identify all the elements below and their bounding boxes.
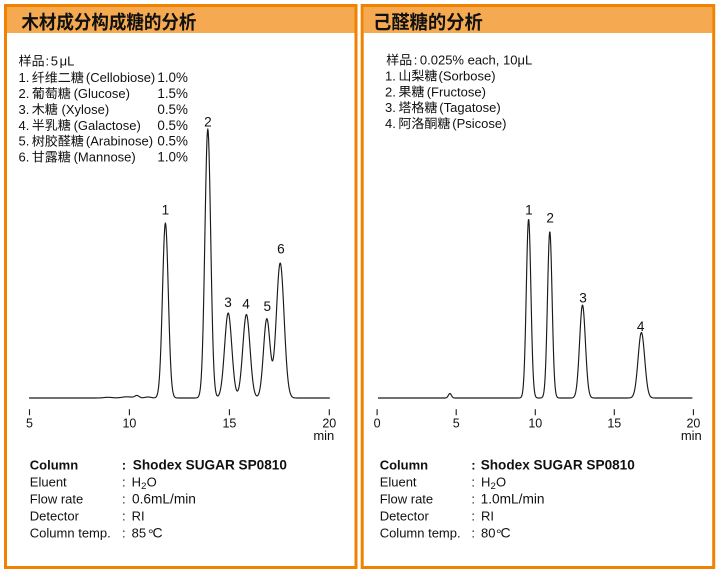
svg-text:Column temp.: Column temp. [380, 525, 461, 540]
svg-text:O: O [496, 474, 506, 489]
svg-text:0.5%: 0.5% [157, 134, 188, 149]
svg-text::: : [122, 508, 126, 523]
svg-text:Flow rate: Flow rate [30, 491, 83, 506]
svg-text::: : [122, 525, 126, 540]
svg-text:0.025% each, 10μL: 0.025% each, 10μL [420, 53, 532, 68]
svg-text:RI: RI [481, 508, 494, 523]
svg-text:0: 0 [374, 417, 381, 431]
svg-text:2: 2 [204, 114, 212, 129]
svg-text:2: 2 [141, 481, 146, 492]
svg-text:4.: 4. [19, 118, 30, 133]
svg-text::: : [471, 525, 475, 540]
svg-text:2.: 2. [385, 84, 396, 99]
svg-text:1: 1 [162, 202, 170, 217]
svg-text:Column temp.: Column temp. [30, 525, 111, 540]
svg-text::: : [122, 474, 126, 489]
svg-text:(Tagatose): (Tagatose) [439, 100, 500, 115]
svg-text:O: O [147, 474, 157, 489]
svg-text:(Psicose): (Psicose) [452, 116, 506, 131]
svg-text:min: min [681, 428, 702, 443]
svg-text:1: 1 [525, 203, 533, 218]
svg-text:6.: 6. [19, 150, 30, 165]
svg-text:5: 5 [264, 299, 272, 314]
svg-text:5: 5 [51, 54, 58, 69]
svg-text:1.: 1. [19, 70, 30, 85]
svg-text:(Xylose): (Xylose) [62, 102, 110, 117]
svg-text::: : [471, 457, 475, 472]
svg-text::: : [46, 54, 50, 69]
svg-text:H: H [132, 474, 141, 489]
svg-text:μL: μL [60, 54, 75, 69]
svg-text::: : [471, 491, 475, 506]
svg-text:1.0%: 1.0% [157, 150, 188, 165]
svg-text:C: C [501, 524, 511, 540]
svg-text:2: 2 [491, 481, 496, 492]
svg-text:6: 6 [277, 242, 285, 257]
svg-text:0.5%: 0.5% [157, 102, 188, 117]
svg-text:(Arabinose): (Arabinose) [86, 134, 153, 149]
svg-text:1.0mL/min: 1.0mL/min [481, 491, 545, 506]
svg-text:2: 2 [546, 211, 554, 226]
svg-text:H: H [481, 474, 490, 489]
svg-text:min: min [313, 428, 334, 443]
svg-text:0.5%: 0.5% [157, 118, 188, 133]
svg-text:3: 3 [579, 290, 587, 305]
svg-text:Column: Column [380, 457, 428, 472]
svg-text:Eluent: Eluent [380, 474, 417, 489]
svg-text:10: 10 [122, 417, 136, 431]
svg-text:85: 85 [132, 525, 146, 540]
svg-text:10: 10 [528, 417, 542, 431]
svg-text:Eluent: Eluent [30, 474, 67, 489]
svg-text::: : [471, 508, 475, 523]
svg-text:Column: Column [30, 457, 78, 472]
svg-text:1.5%: 1.5% [157, 86, 188, 101]
svg-text:Shodex SUGAR SP0810: Shodex SUGAR SP0810 [133, 457, 287, 472]
svg-text:5: 5 [26, 417, 33, 431]
svg-text:(Galactose): (Galactose) [74, 118, 141, 133]
svg-text:Detector: Detector [30, 508, 80, 523]
svg-text:2.: 2. [19, 86, 30, 101]
svg-text:3.: 3. [19, 102, 30, 117]
svg-text:15: 15 [222, 417, 236, 431]
svg-text:3: 3 [224, 295, 232, 310]
svg-text:4: 4 [242, 297, 250, 312]
svg-text::: : [414, 53, 418, 68]
svg-text:(Fructose): (Fructose) [427, 84, 486, 99]
svg-text:1.0%: 1.0% [157, 70, 188, 85]
svg-text:(Mannose): (Mannose) [74, 150, 136, 165]
svg-text:4: 4 [637, 319, 645, 334]
svg-text:Flow rate: Flow rate [380, 491, 433, 506]
svg-text:5.: 5. [19, 134, 30, 149]
svg-text:(Cellobiose): (Cellobiose) [86, 70, 155, 85]
svg-text:20: 20 [322, 417, 336, 431]
svg-text:C: C [153, 524, 163, 540]
svg-text:5: 5 [453, 417, 460, 431]
svg-text::: : [122, 457, 126, 472]
svg-text:(Sorbose): (Sorbose) [439, 68, 496, 83]
svg-text:20: 20 [686, 417, 700, 431]
svg-text:1.: 1. [385, 68, 396, 83]
svg-text:(Glucose): (Glucose) [74, 86, 130, 101]
svg-text:RI: RI [132, 508, 145, 523]
svg-text:4.: 4. [385, 116, 396, 131]
svg-text:80: 80 [481, 525, 495, 540]
svg-text:0.6mL/min: 0.6mL/min [132, 491, 196, 506]
svg-text:°: ° [496, 526, 502, 542]
svg-text:3.: 3. [385, 100, 396, 115]
svg-text:Detector: Detector [380, 508, 430, 523]
svg-text:Shodex SUGAR SP0810: Shodex SUGAR SP0810 [481, 457, 635, 472]
svg-text:15: 15 [607, 417, 621, 431]
svg-text:°: ° [148, 526, 154, 542]
svg-text::: : [122, 491, 126, 506]
svg-text::: : [471, 474, 475, 489]
